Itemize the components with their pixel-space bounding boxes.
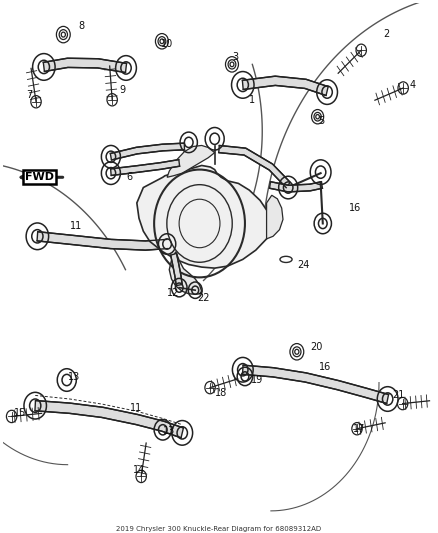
Text: 20: 20 (310, 342, 322, 352)
Text: 22: 22 (198, 293, 210, 303)
Text: 21: 21 (392, 390, 404, 400)
Text: 19: 19 (251, 375, 264, 385)
Polygon shape (171, 253, 182, 286)
Text: 18: 18 (215, 388, 227, 398)
Text: 15: 15 (14, 408, 26, 418)
Polygon shape (269, 182, 322, 192)
Text: 24: 24 (297, 260, 309, 270)
Polygon shape (242, 76, 328, 95)
Text: 5: 5 (318, 116, 325, 126)
Text: 6: 6 (126, 172, 132, 182)
Text: 14: 14 (133, 465, 145, 475)
Text: 12: 12 (167, 288, 180, 298)
Text: 2019 Chrysler 300 Knuckle-Rear Diagram for 68089312AD: 2019 Chrysler 300 Knuckle-Rear Diagram f… (117, 526, 321, 532)
Text: 4: 4 (409, 80, 415, 90)
Text: 16: 16 (318, 362, 331, 372)
Polygon shape (110, 143, 184, 160)
Text: 7: 7 (27, 90, 33, 100)
Text: 9: 9 (120, 85, 126, 95)
Text: 8: 8 (78, 21, 85, 31)
Text: 2: 2 (383, 29, 389, 38)
Polygon shape (137, 165, 273, 268)
Text: 16: 16 (349, 203, 361, 213)
Polygon shape (111, 159, 180, 175)
Text: 10: 10 (161, 39, 173, 49)
Polygon shape (167, 146, 215, 177)
Polygon shape (267, 195, 283, 239)
Polygon shape (169, 252, 202, 294)
Polygon shape (243, 365, 389, 403)
Polygon shape (37, 232, 167, 250)
Polygon shape (219, 146, 290, 188)
Text: 13: 13 (67, 373, 80, 383)
Polygon shape (43, 58, 127, 72)
Text: FWD: FWD (25, 172, 54, 182)
Text: 17: 17 (353, 424, 365, 434)
Text: 3: 3 (232, 52, 238, 62)
Text: 1: 1 (249, 95, 255, 106)
Text: 11: 11 (70, 221, 82, 231)
Polygon shape (35, 400, 184, 438)
Text: 11: 11 (131, 403, 143, 413)
Text: 13: 13 (163, 426, 175, 437)
